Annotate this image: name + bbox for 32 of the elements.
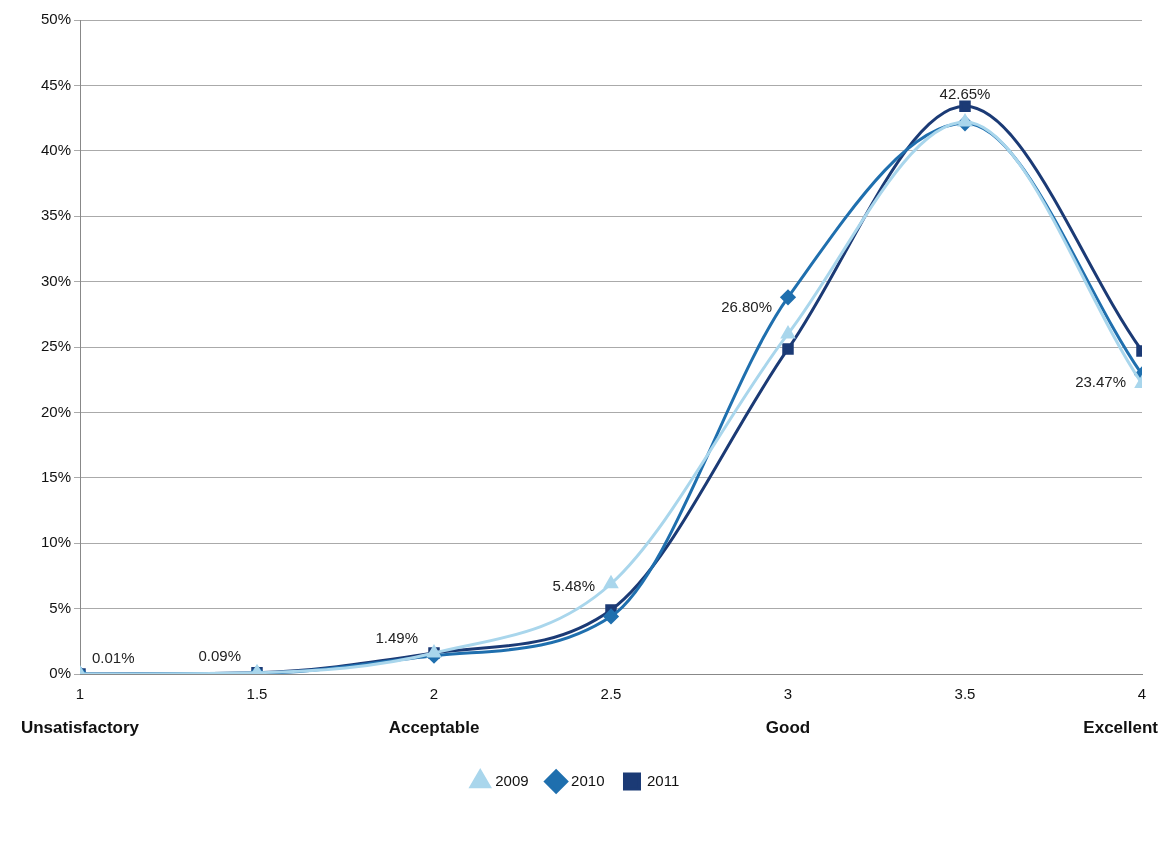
legend-label: 2010 <box>571 771 605 789</box>
x-tick-label: 1.5 <box>246 685 268 703</box>
legend-label: 2009 <box>495 771 529 789</box>
x-tick-label: 4 <box>1137 685 1147 703</box>
annotation: 5.48% <box>552 576 595 594</box>
y-tick-label: 40% <box>40 140 71 158</box>
annotation: 23.47% <box>1075 372 1126 390</box>
text: Excellent <box>1083 718 1159 738</box>
annotation: 1.49% <box>375 629 418 647</box>
legend-label: 2011 <box>646 771 680 789</box>
text: Unsatisfactory <box>20 718 140 738</box>
y-tick-label: 10% <box>40 533 71 551</box>
x-tick-label: 3 <box>783 685 793 703</box>
annotation: 0.09% <box>198 647 241 665</box>
text: Good <box>765 718 811 738</box>
y-tick-label: 35% <box>40 206 71 224</box>
text: Acceptable <box>388 718 480 738</box>
y-tick-label: 25% <box>40 337 71 355</box>
x-tick-label: 2.5 <box>600 685 622 703</box>
annotation: 42.65% <box>939 84 991 102</box>
y-tick-label: 0% <box>49 664 71 682</box>
y-tick-label: 5% <box>49 598 71 616</box>
annotation: 26.80% <box>721 298 772 316</box>
y-tick-label: 45% <box>40 75 71 93</box>
y-tick-label: 15% <box>40 467 71 485</box>
annotation: 0.01% <box>92 648 135 666</box>
y-tick-label: 50% <box>40 10 71 28</box>
x-tick-label: 3.5 <box>954 685 976 703</box>
x-tick-label: 2 <box>429 685 439 703</box>
x-tick-label: 1 <box>75 685 85 703</box>
y-tick-label: 30% <box>40 271 71 289</box>
y-tick-label: 20% <box>40 402 71 420</box>
